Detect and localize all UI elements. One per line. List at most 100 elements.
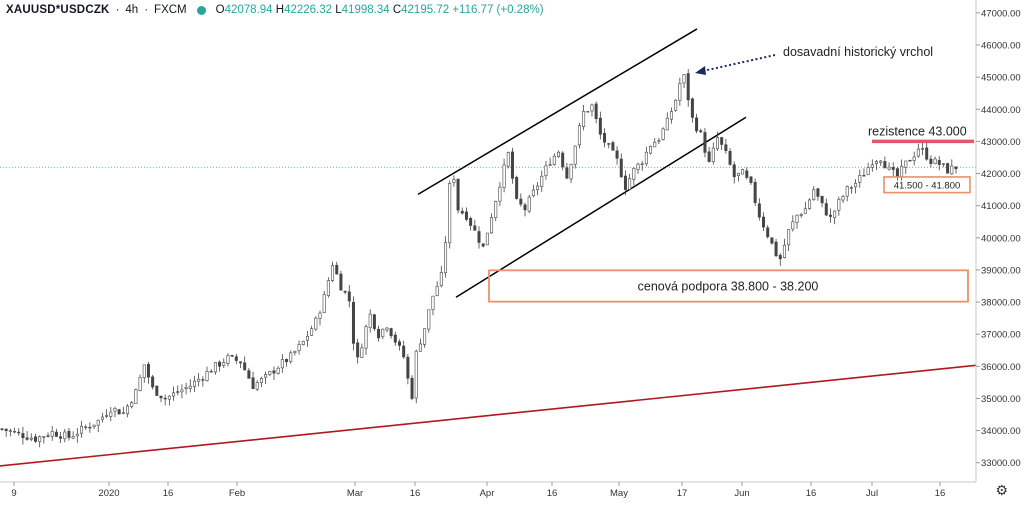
candle-body <box>180 389 184 393</box>
candle <box>255 380 259 391</box>
gear-icon[interactable]: ⚙ <box>995 482 1008 498</box>
candle-body <box>904 160 908 168</box>
close-value: 42195.72 <box>401 4 450 16</box>
candle <box>665 112 669 131</box>
candle-body <box>732 164 736 178</box>
candle-body <box>372 314 376 329</box>
x-tick-label: 17 <box>677 488 688 499</box>
candle <box>180 384 184 399</box>
candle-body <box>222 362 226 366</box>
candle-body <box>590 104 594 112</box>
candle-body <box>326 280 330 296</box>
candle-body <box>799 214 803 216</box>
candle <box>318 310 322 326</box>
candle <box>523 202 527 217</box>
candle-body <box>527 196 531 212</box>
candle <box>950 159 954 175</box>
peak-label: dosavadní historický vrchol <box>783 45 933 59</box>
candle <box>146 361 150 384</box>
candle <box>745 167 749 180</box>
candle <box>519 193 523 207</box>
candle-body <box>916 148 920 157</box>
y-tick-label: 45000.00 <box>981 73 1021 84</box>
candle-body <box>126 405 130 415</box>
small-range-label: 41.500 - 41.800 <box>894 180 961 191</box>
candle <box>933 156 937 165</box>
candle <box>285 358 289 367</box>
candle <box>368 309 372 333</box>
candle <box>67 427 71 441</box>
candle <box>628 173 632 191</box>
candle <box>866 162 870 176</box>
candle-body <box>552 155 556 165</box>
y-tick-label: 35000.00 <box>981 394 1021 405</box>
candle <box>824 198 828 216</box>
candle <box>582 104 586 131</box>
candle <box>272 366 276 380</box>
candle-body <box>586 111 590 113</box>
candle-body <box>163 397 167 400</box>
symbol-name[interactable]: XAUUSD*USDCZK <box>6 4 110 16</box>
candle <box>908 159 912 162</box>
y-tick-label: 41000.00 <box>981 201 1021 212</box>
candle <box>201 376 205 387</box>
candle-body <box>937 159 941 165</box>
x-tick-label: 16 <box>547 488 558 499</box>
candle <box>29 433 33 442</box>
candle-body <box>854 183 858 188</box>
candle <box>469 216 473 231</box>
candle-body <box>929 158 933 164</box>
candle-body <box>577 125 581 146</box>
candle-body <box>623 175 627 190</box>
candle-body <box>812 189 816 200</box>
candle <box>862 168 866 177</box>
candle-body <box>695 117 699 132</box>
candle <box>515 175 519 200</box>
candle <box>456 178 460 214</box>
symbol-legend: XAUUSD*USDCZK · 4h · FXCM O42078.94 H422… <box>6 4 544 16</box>
candle-body <box>874 161 878 164</box>
candle <box>402 340 406 359</box>
candle-body <box>351 301 355 344</box>
candle <box>556 150 560 158</box>
candle-body <box>427 309 431 330</box>
interval[interactable]: 4h <box>125 4 139 16</box>
candle-body <box>134 389 138 404</box>
candle <box>728 148 732 166</box>
candle <box>418 338 422 352</box>
candle <box>481 243 485 248</box>
candle-body <box>389 328 393 337</box>
candle <box>565 162 569 180</box>
candle <box>603 128 607 148</box>
candle-body <box>393 334 397 343</box>
candle <box>598 111 602 140</box>
candle-body <box>385 327 389 331</box>
candle-body <box>184 387 188 389</box>
candle-body <box>778 254 782 260</box>
candle <box>762 212 766 231</box>
candle <box>774 238 778 258</box>
candle-body <box>172 392 176 397</box>
candle-body <box>4 428 8 431</box>
y-tick-label: 37000.00 <box>981 330 1021 341</box>
candle-body <box>268 370 272 375</box>
candle <box>644 146 648 167</box>
candle-body <box>460 210 464 214</box>
candle-body <box>439 272 443 287</box>
candle-body <box>582 111 586 127</box>
candle <box>406 353 410 385</box>
candle-body <box>251 377 255 390</box>
candle <box>682 73 686 89</box>
candle <box>540 170 544 192</box>
x-tick-label: 16 <box>935 488 946 499</box>
candle <box>937 156 941 171</box>
candle-body <box>556 151 560 158</box>
candle-body <box>690 98 694 118</box>
candle-body <box>766 227 770 238</box>
candle-body <box>649 146 653 154</box>
candle <box>778 253 782 266</box>
candle <box>205 366 209 382</box>
candle <box>176 385 180 396</box>
